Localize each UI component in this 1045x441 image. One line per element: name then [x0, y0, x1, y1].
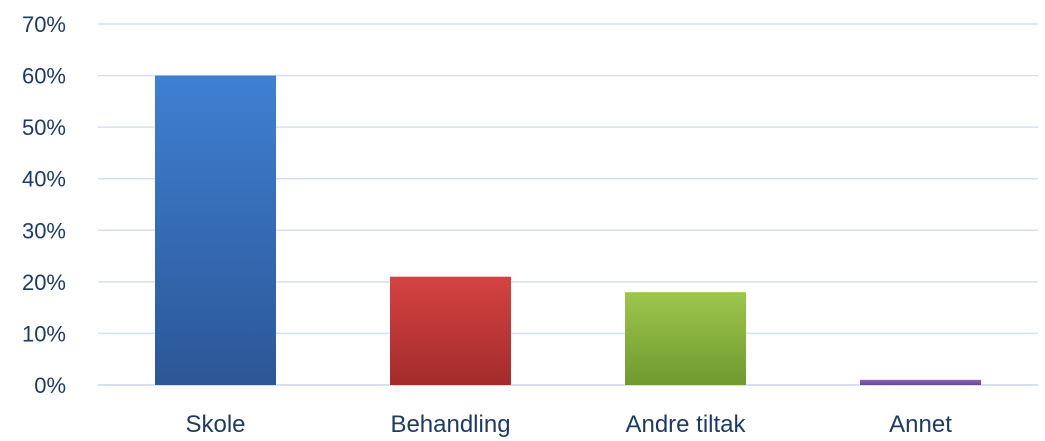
x-tick-label: Behandling — [390, 411, 510, 438]
bar-annet — [860, 379, 981, 385]
x-tick-label: Skole — [185, 411, 245, 438]
y-axis: 0% 10% 20% 30% 40% 50% 60% 70% — [22, 12, 66, 398]
y-tick-label: 60% — [22, 64, 66, 89]
x-tick-label: Annet — [889, 411, 952, 438]
bar-skole — [155, 75, 276, 386]
bar-andre-tiltak — [625, 292, 746, 385]
y-tick-label: 20% — [22, 270, 66, 295]
x-axis: Skole Behandling Andre tiltak Annet — [185, 411, 952, 438]
y-tick-label: 10% — [22, 321, 66, 346]
x-tick-label: Andre tiltak — [625, 411, 746, 438]
y-tick-label: 70% — [22, 12, 66, 37]
y-tick-label: 0% — [34, 373, 66, 398]
y-tick-label: 40% — [22, 167, 66, 192]
y-tick-label: 50% — [22, 115, 66, 140]
bar-behandling — [390, 276, 511, 385]
y-tick-label: 30% — [22, 218, 66, 243]
bars — [155, 75, 981, 386]
